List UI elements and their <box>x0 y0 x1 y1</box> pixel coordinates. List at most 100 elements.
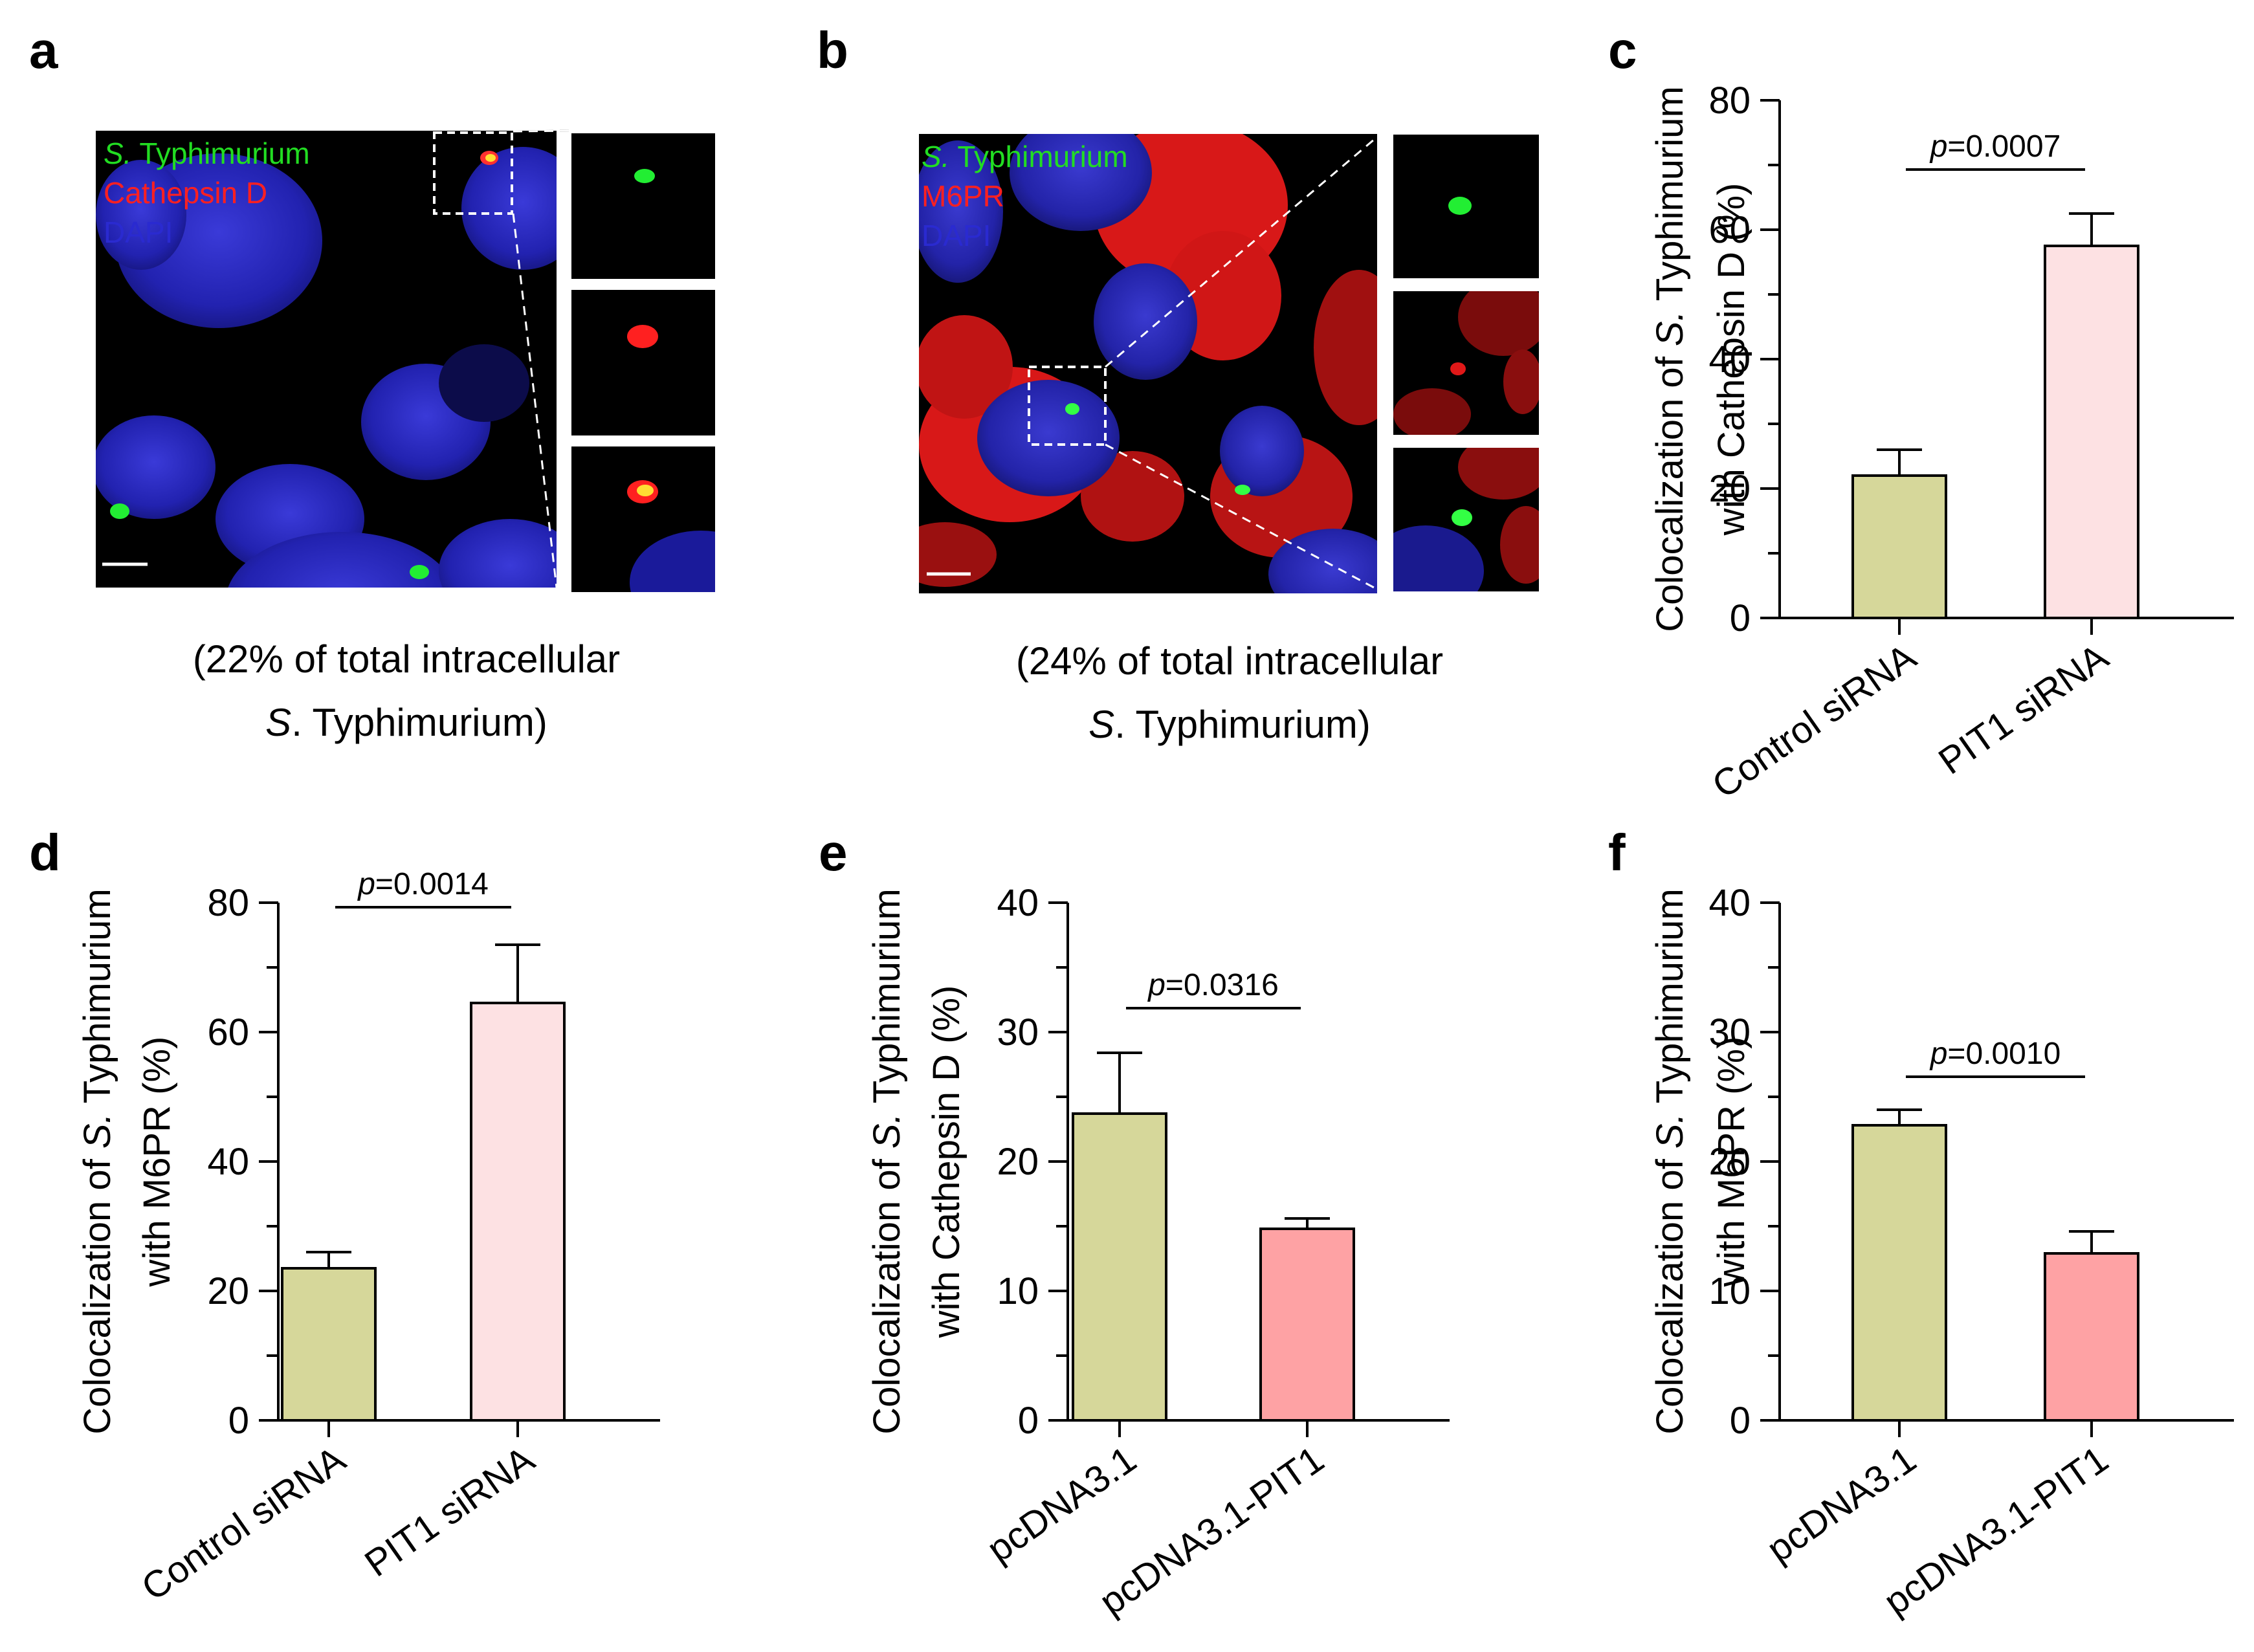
p-value: p=0.0007 <box>1929 129 2061 164</box>
y-axis-label-suffix: Typhimurium <box>1649 86 1691 311</box>
micrograph-b-zoom-green <box>1393 135 1539 278</box>
legend-b-salmonella: S. Typhimurium <box>922 142 1128 171</box>
y-tick-label: 20 <box>1708 1141 1751 1183</box>
y-axis-label-line2: with M6PR (%) <box>1710 1037 1752 1288</box>
p-value-italic: p <box>1929 1037 1948 1071</box>
legend-b-salmonella-italic: S. <box>922 140 950 173</box>
y-axis-label-italic: S. <box>866 1113 908 1149</box>
legend-a-salmonella: S. Typhimurium <box>104 138 310 168</box>
x-tick-label-1: pcDNA3.1 <box>1760 1438 1924 1570</box>
legend-a-salmonella-text: Typhimurium <box>131 137 310 170</box>
legend-a-salmonella-italic: S. <box>104 137 132 170</box>
chart-e: e 0 10 20 30 40 Colocalization of S. Typhimuri… <box>819 824 1450 1624</box>
micrograph-a-main: S. Typhimurium Cathepsin D DAPI <box>96 131 557 588</box>
legend-b-salmonella-text: Typhimurium <box>949 140 1128 173</box>
micrograph-b-main: S. Typhimurium M6PR DAPI <box>919 134 1377 593</box>
y-axis-label-line1: Colocalization of S. Typhimurium <box>1649 888 1691 1435</box>
y-tick-label: 30 <box>1708 1011 1751 1053</box>
micrograph-b-zoom-red <box>1393 291 1539 435</box>
y-tick-label: 60 <box>1708 209 1751 251</box>
y-tick-label: 40 <box>1708 338 1751 380</box>
caption-a-italic: S <box>265 701 292 744</box>
chart-d: d 0 20 40 60 80 Colocalization of S. Typhimuri… <box>29 824 660 1609</box>
x-tick-label-1: pcDNA3.1 <box>980 1438 1144 1570</box>
y-tick-label: 80 <box>207 882 249 924</box>
p-value: p=0.0316 <box>1147 968 1279 1002</box>
y-axis-label-suffix: Typhimurium <box>1649 888 1691 1113</box>
y-tick-label: 30 <box>997 1011 1039 1053</box>
panel-label-b: b <box>817 21 848 79</box>
chart-f: f 0 10 20 30 40 Colocalization of S. Typhimuri… <box>1608 824 2234 1624</box>
caption-b-line1: (24% of total intracellular <box>1015 639 1444 683</box>
y-tick-label: 20 <box>997 1141 1039 1183</box>
y-tick-label: 40 <box>997 882 1039 924</box>
caption-b-italic: S <box>1088 703 1115 746</box>
caption-a-line1: (22% of total intracellular <box>192 637 621 681</box>
y-axis-label-prefix: Colocalization of <box>1649 1149 1691 1435</box>
y-tick-label: 0 <box>1018 1400 1039 1442</box>
x-tick-label-2: PIT1 siRNA <box>1931 635 2116 782</box>
y-tick-label: 40 <box>1708 882 1751 924</box>
y-axis-label-prefix: Colocalization of <box>1649 346 1691 632</box>
y-axis-label-suffix: Typhimurium <box>76 888 118 1113</box>
y-axis-label-line1: Colocalization of S. Typhimurium <box>866 888 908 1435</box>
x-tick-label-2: PIT1 siRNA <box>357 1438 542 1585</box>
caption-b-line2: S. Typhimurium) <box>919 693 1540 756</box>
legend-b-marker: M6PR <box>922 179 1004 213</box>
bar-1 <box>1851 474 1947 619</box>
y-tick-label: 10 <box>997 1270 1039 1312</box>
p-value: p=0.0010 <box>1929 1037 2061 1071</box>
panel-label-f: f <box>1608 824 1626 881</box>
micrograph-a-image <box>96 131 557 588</box>
y-axis-label-prefix: Colocalization of <box>866 1149 908 1435</box>
p-value: p=0.0014 <box>357 867 489 901</box>
y-axis-label-line2: with Cathepsin D (%) <box>1710 183 1752 536</box>
y-axis-label-prefix: Colocalization of <box>76 1149 118 1435</box>
legend-a-marker: Cathepsin D <box>104 176 268 210</box>
micrograph-b-zoom-merge <box>1393 448 1539 591</box>
p-value-italic: p <box>1147 968 1166 1002</box>
panel-label-a: a <box>29 21 58 79</box>
caption-a-line2: S. Typhimurium) <box>96 691 717 754</box>
y-tick-label: 0 <box>1730 1400 1751 1442</box>
y-axis-label-italic: S. <box>1649 1113 1691 1149</box>
p-value-italic: p <box>1929 129 1948 164</box>
panel-label-d: d <box>29 824 61 881</box>
y-tick-label: 0 <box>1730 597 1751 639</box>
caption-a-rest: . Typhimurium) <box>291 701 547 744</box>
y-axis-label-italic: S. <box>1649 311 1691 346</box>
bar-2 <box>470 1002 566 1422</box>
bar-2 <box>2044 1252 2139 1422</box>
caption-b: (24% of total intracellular S. Typhimuri… <box>919 630 1540 756</box>
p-value-text: =0.0014 <box>375 867 489 901</box>
p-value-text: =0.0007 <box>1947 129 2061 164</box>
y-axis-label-line2: with Cathepsin D (%) <box>925 986 967 1339</box>
y-tick-label: 60 <box>207 1011 249 1053</box>
panel-label-e: e <box>819 824 848 881</box>
y-tick-label: 80 <box>1708 80 1751 122</box>
p-value-text: =0.0010 <box>1947 1037 2061 1071</box>
y-tick-label: 10 <box>1708 1270 1751 1312</box>
p-value-italic: p <box>357 867 375 901</box>
bar-2 <box>1259 1228 1355 1422</box>
x-tick-label-1: Control siRNA <box>1705 635 1924 806</box>
chart-c: c 0 20 40 60 80 Colocalization of S. Typhimuri… <box>1608 21 2234 806</box>
y-axis-label-line1: Colocalization of S. Typhimurium <box>1649 86 1691 632</box>
micrograph-b-image <box>919 134 1377 593</box>
y-axis-label-line2: with M6PR (%) <box>136 1037 178 1288</box>
y-axis-label-line1: Colocalization of S. Typhimurium <box>76 888 118 1435</box>
micrograph-a-zoom-green <box>571 133 715 279</box>
caption-a: (22% of total intracellular S. Typhimuri… <box>96 628 717 754</box>
bar-1 <box>281 1267 377 1422</box>
bar-1 <box>1851 1124 1947 1422</box>
micrograph-a-zoom-merge <box>571 446 715 592</box>
legend-a-dapi: DAPI <box>104 215 173 249</box>
y-tick-label: 40 <box>207 1141 249 1183</box>
y-axis-label-italic: S. <box>76 1113 118 1149</box>
legend-b-dapi: DAPI <box>922 219 991 252</box>
bar-2 <box>2044 245 2139 619</box>
bar-1 <box>1072 1112 1167 1422</box>
y-tick-label: 20 <box>1708 468 1751 510</box>
